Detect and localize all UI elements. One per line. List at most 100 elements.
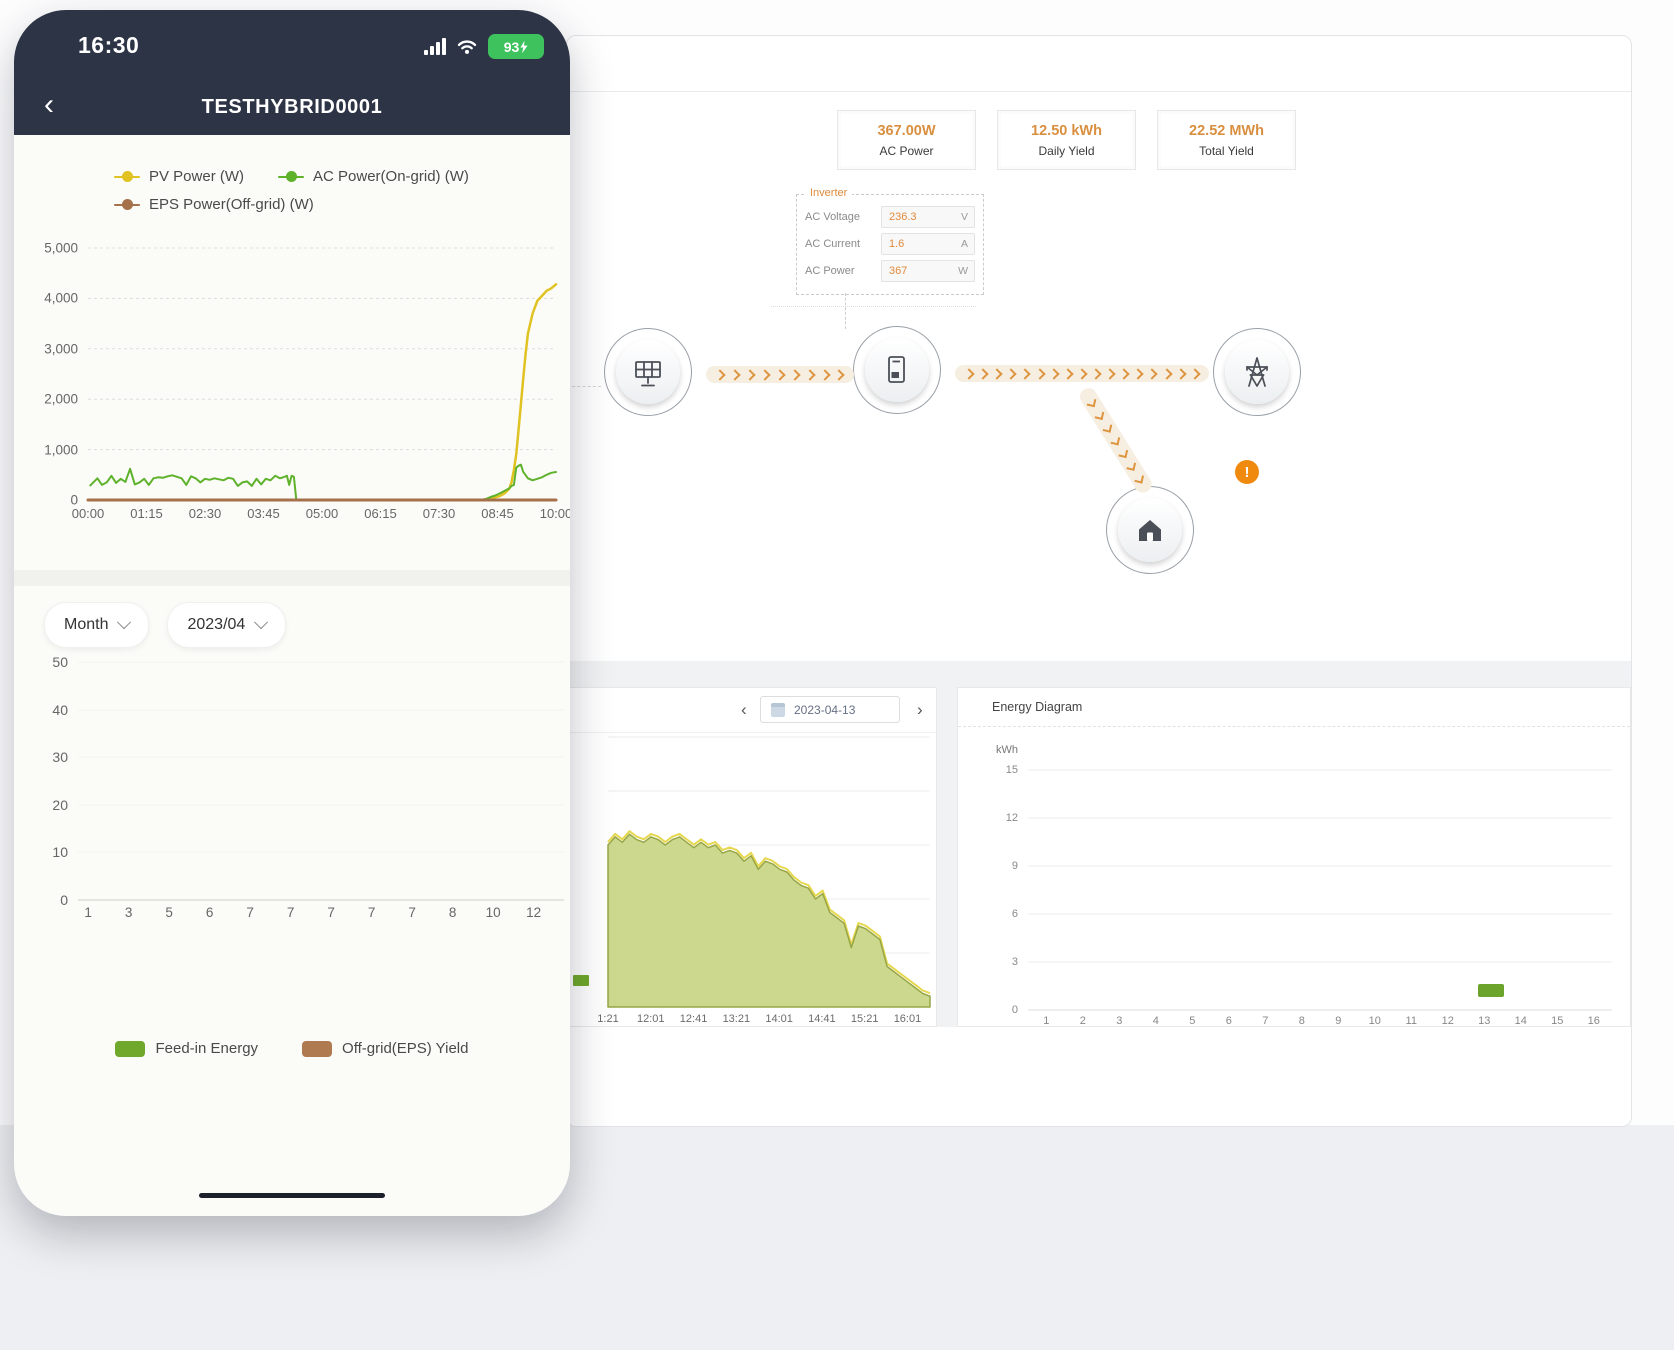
ac-legend-marker (278, 171, 305, 182)
stat-card-daily-yield: 12.50 kWh Daily Yield (997, 110, 1136, 170)
ac-power-label: AC Power (879, 143, 934, 158)
off-grid-legend-swatch (302, 1040, 333, 1057)
power-chart-legend: PV Power (W) AC Power(On-grid) (W) EPS P… (114, 168, 469, 213)
alert-badge[interactable]: ! (1235, 460, 1259, 484)
energy-panel-separator (958, 726, 1630, 727)
window-topbar (567, 36, 1631, 92)
day-panel: ‹ 2023-04-13 › 1:21 12:01 12:41 13:21 14:01 1… (567, 687, 937, 1027)
ac-current-row: AC Current 1.6 A (805, 233, 975, 255)
ac-voltage-value: 236.3 (889, 211, 917, 223)
month-chart-plot (78, 661, 564, 901)
feed-in-legend-swatch (115, 1040, 146, 1057)
next-day-button[interactable]: › (917, 700, 923, 719)
period-date-value: 2023/04 (187, 616, 246, 633)
back-button[interactable]: ‹ (44, 88, 54, 121)
status-time: 16:30 (78, 32, 140, 58)
legend-item-ac-power[interactable]: AC Power(On-grid) (W) (278, 168, 469, 185)
legend-item-feed-in[interactable]: Feed-in Energy (115, 1040, 258, 1057)
feed-in-legend-label: Feed-in Energy (155, 1040, 259, 1057)
legend-item-pv-power[interactable]: PV Power (W) (114, 168, 244, 185)
status-bar: 16:30 93 (14, 10, 570, 80)
stat-card-ac-power: 367.00W AC Power (837, 110, 976, 170)
energy-panel-title: Energy Diagram (992, 700, 1083, 714)
pv-node-inner (616, 340, 680, 404)
day-chart-plot (607, 736, 931, 1008)
day-panel-header: ‹ 2023-04-13 › (568, 688, 936, 733)
period-type-value: Month (64, 616, 109, 633)
month-chart-y-axis: 50 40 30 20 10 0 (52, 654, 68, 908)
power-chart-y-axis: 5,000 4,000 3,000 2,000 1,000 0 (44, 240, 78, 508)
home-indicator[interactable] (199, 1193, 385, 1198)
energy-panel: Energy Diagram kWh 15 12 9 6 3 0 1 2 3 4 5 6 7 8 9 10 1… (957, 687, 1631, 1027)
period-date-dropdown[interactable]: 2023/04 (167, 602, 287, 648)
pv-node[interactable] (604, 328, 692, 416)
dashed-guide-line-left (567, 386, 601, 387)
power-line-chart: 5,000 4,000 3,000 2,000 1,000 0 00:00 01:15 02:… (30, 240, 570, 524)
ac-power-row-label: AC Power (805, 265, 855, 277)
ac-voltage-valuebox: 236.3 V (881, 206, 975, 228)
solar-panel-icon (635, 361, 661, 387)
prev-day-button[interactable]: ‹ (741, 700, 747, 719)
day-chart-x-axis: 1:21 12:01 12:41 13:21 14:01 14:41 15:21 16:01 (597, 1013, 922, 1025)
inverter-tooltip-rows: AC Voltage 236.3 V AC Current 1.6 A AC P… (797, 195, 983, 288)
ac-voltage-label: AC Voltage (805, 211, 861, 223)
ac-power-row: AC Power 367 W (805, 260, 975, 282)
chevron-down-icon (117, 615, 132, 630)
total-yield-value: 22.52 MWh (1189, 122, 1264, 139)
tooltip-callout-line (845, 293, 846, 329)
period-type-dropdown[interactable]: Month (44, 602, 150, 648)
legend-item-eps-power[interactable]: EPS Power(Off-grid) (W) (114, 196, 314, 213)
energy-chart-y-axis: 15 12 9 6 3 0 (1005, 764, 1018, 1016)
section-divider (567, 661, 1631, 687)
power-chart-x-axis: 00:00 01:15 02:30 03:45 05:00 06:15 07:30 08:45… (71, 506, 570, 521)
home-icon (1139, 520, 1161, 541)
date-picker[interactable]: 2023-04-13 (760, 696, 900, 723)
eps-legend-marker (114, 199, 140, 210)
home-node[interactable] (1106, 486, 1194, 574)
phone-frame: 16:30 93 ‹ TESTHYBRID (14, 10, 570, 1216)
stats-row: 367.00W AC Power 12.50 kWh Daily Yield 2… (837, 110, 1296, 170)
card-separator (14, 570, 570, 586)
charging-bolt-icon (520, 40, 528, 53)
legend-item-off-grid[interactable]: Off-grid(EPS) Yield (302, 1040, 469, 1057)
page-title: TESTHYBRID0001 (201, 96, 383, 118)
inverter-icon (888, 356, 905, 383)
pv-legend-label: PV Power (W) (149, 168, 245, 185)
power-tower-icon (1246, 357, 1268, 387)
day-area-chart: 1:21 12:01 12:41 13:21 14:01 14:41 15:21 16:01 (597, 736, 931, 1025)
nav-bar: ‹ TESTHYBRID0001 (14, 80, 570, 135)
wifi-icon (457, 40, 477, 54)
inverter-node[interactable] (853, 326, 941, 414)
day-chart-legend-swatch[interactable] (573, 975, 589, 986)
pv-legend-marker (114, 171, 140, 182)
battery-percent: 93 (503, 38, 520, 55)
status-icons: 93 (424, 34, 544, 59)
energy-chart-x-axis: 1 2 3 4 5 6 7 8 9 10 11 12 13 14 15 16 (1043, 1015, 1600, 1027)
stat-card-total-yield: 22.52 MWh Total Yield (1157, 110, 1296, 170)
panel-divider (937, 687, 957, 1027)
flow-arrow-to-home (1076, 384, 1155, 496)
period-selectors: Month 2023/04 (44, 602, 287, 648)
inverter-node-inner (865, 338, 929, 402)
ac-legend-label: AC Power(On-grid) (W) (313, 168, 469, 185)
cellular-signal-icon (424, 38, 446, 55)
battery-badge: 93 (488, 34, 544, 59)
month-bar-chart: 50 40 30 20 10 0 1 3 5 6 7 7 7 7 7 8 10 12 (30, 654, 564, 926)
energy-legend-swatch[interactable] (1478, 984, 1504, 997)
grid-node-inner (1225, 340, 1289, 404)
grid-node[interactable] (1213, 328, 1301, 416)
date-picker-value: 2023-04-13 (794, 702, 856, 717)
energy-unit-label: kWh (996, 744, 1018, 756)
inverter-tooltip-title: Inverter (805, 187, 853, 199)
ac-power-valuebox: 367 W (881, 260, 975, 282)
ac-current-valuebox: 1.6 A (881, 233, 975, 255)
ac-voltage-unit: V (960, 211, 968, 223)
power-chart-plot (86, 247, 558, 502)
energy-bar-chart: 15 12 9 6 3 0 1 2 3 4 5 6 7 8 9 10 11 12 13 14 15 16 (958, 764, 1612, 1032)
eps-legend-label: EPS Power(Off-grid) (W) (149, 196, 314, 213)
flow-arrow-pv-to-inverter (706, 366, 854, 383)
ac-current-value: 1.6 (889, 238, 905, 250)
ac-power-row-unit: W (958, 265, 968, 277)
month-chart-x-axis: 1 3 5 6 7 7 7 7 7 8 10 12 (84, 905, 542, 920)
